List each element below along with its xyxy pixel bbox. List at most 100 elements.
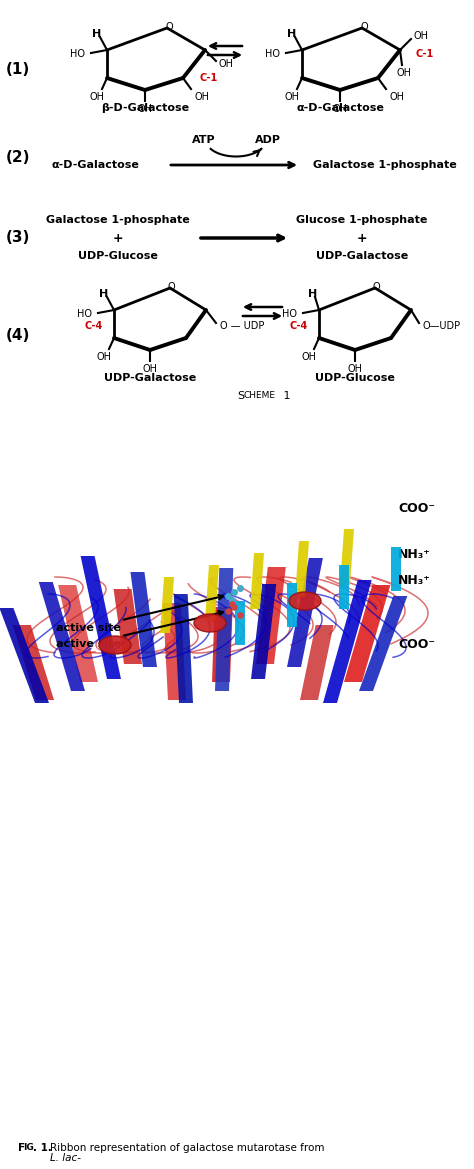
Text: COO⁻: COO⁻	[398, 502, 435, 514]
Polygon shape	[323, 580, 372, 703]
Text: OH: OH	[414, 32, 429, 41]
Polygon shape	[130, 572, 157, 667]
Text: OH: OH	[284, 92, 300, 102]
Text: HO: HO	[265, 49, 280, 58]
Text: OH: OH	[396, 68, 411, 78]
Text: H: H	[287, 29, 297, 39]
Text: O: O	[167, 282, 175, 292]
Text: OH: OH	[97, 352, 111, 362]
Text: UDP-Galactose: UDP-Galactose	[104, 373, 196, 383]
Text: C-4: C-4	[85, 321, 103, 331]
Polygon shape	[287, 558, 323, 667]
Text: α-D-Galactose: α-D-Galactose	[51, 160, 139, 170]
Polygon shape	[295, 541, 309, 597]
Text: OH: OH	[195, 92, 210, 102]
Polygon shape	[160, 577, 174, 632]
Text: C-1: C-1	[200, 72, 218, 83]
Point	[228, 595, 236, 614]
Text: . 1.: . 1.	[33, 1143, 59, 1153]
Polygon shape	[344, 584, 391, 682]
Point	[224, 602, 232, 621]
Polygon shape	[81, 556, 121, 679]
Text: Glucose 1-phosphate: Glucose 1-phosphate	[296, 215, 428, 224]
Text: OH: OH	[347, 364, 363, 374]
Polygon shape	[235, 601, 245, 645]
Text: H: H	[92, 29, 101, 39]
Text: H: H	[100, 289, 109, 299]
Point	[236, 579, 244, 597]
Polygon shape	[13, 625, 54, 700]
Polygon shape	[58, 584, 98, 682]
Text: OH: OH	[90, 92, 104, 102]
Polygon shape	[250, 553, 264, 609]
Text: C-4: C-4	[290, 321, 308, 331]
Text: OH: OH	[143, 364, 157, 374]
Text: HO: HO	[77, 309, 92, 319]
Polygon shape	[173, 594, 193, 703]
Text: ATP: ATP	[192, 134, 216, 145]
Text: O — UDP: O — UDP	[220, 321, 264, 331]
Text: C-1: C-1	[416, 49, 434, 58]
Text: OH: OH	[390, 92, 405, 102]
Text: ADP: ADP	[255, 134, 281, 145]
Text: active site: active site	[55, 611, 223, 649]
Text: UDP-Glucose: UDP-Glucose	[315, 373, 395, 383]
Text: IG: IG	[23, 1143, 34, 1153]
Point	[224, 587, 232, 606]
Ellipse shape	[194, 614, 226, 632]
Text: UDP-Glucose: UDP-Glucose	[78, 251, 158, 261]
Text: (4): (4)	[6, 327, 30, 343]
Polygon shape	[205, 565, 219, 621]
Text: HO: HO	[282, 309, 297, 319]
Text: OH: OH	[219, 58, 234, 69]
Point	[236, 606, 244, 624]
Polygon shape	[163, 603, 186, 700]
Text: Galactose 1-phosphate: Galactose 1-phosphate	[313, 160, 457, 170]
Text: 1: 1	[280, 390, 291, 401]
Polygon shape	[300, 625, 334, 700]
Text: α-D-Galactose: α-D-Galactose	[296, 103, 384, 113]
Text: active site: active site	[55, 595, 223, 632]
Polygon shape	[0, 608, 49, 703]
Point	[230, 597, 238, 616]
Ellipse shape	[99, 636, 131, 653]
Text: O: O	[165, 22, 173, 32]
Text: L. lac-: L. lac-	[50, 1153, 81, 1163]
Text: Ribbon representation of galactose mutarotase from: Ribbon representation of galactose mutar…	[50, 1143, 328, 1153]
Text: O—UDP: O—UDP	[423, 321, 461, 331]
Polygon shape	[287, 583, 297, 627]
Text: OH: OH	[301, 352, 317, 362]
Point	[230, 582, 238, 601]
Text: UDP-Galactose: UDP-Galactose	[316, 251, 408, 261]
Polygon shape	[251, 584, 276, 679]
Text: (3): (3)	[6, 230, 30, 245]
Text: OH: OH	[137, 104, 153, 115]
Text: NH₃⁺: NH₃⁺	[398, 574, 431, 587]
Ellipse shape	[289, 592, 321, 610]
Text: F: F	[18, 1143, 25, 1153]
Text: S: S	[237, 390, 244, 401]
Text: O: O	[360, 22, 368, 32]
Polygon shape	[215, 568, 233, 691]
Text: +: +	[357, 231, 367, 244]
Polygon shape	[391, 547, 401, 592]
Polygon shape	[340, 530, 354, 584]
Text: O: O	[372, 282, 380, 292]
Text: CHEME: CHEME	[244, 392, 276, 401]
Text: +: +	[113, 231, 123, 244]
Text: β-D-Galactose: β-D-Galactose	[101, 103, 189, 113]
Polygon shape	[339, 565, 349, 609]
Polygon shape	[39, 582, 85, 691]
Text: COO⁻: COO⁻	[398, 638, 435, 651]
Polygon shape	[359, 596, 407, 691]
Polygon shape	[114, 589, 142, 664]
Point	[228, 590, 236, 609]
Text: HO: HO	[70, 49, 85, 58]
Text: Galactose 1-phosphate: Galactose 1-phosphate	[46, 215, 190, 224]
Text: H: H	[309, 289, 318, 299]
Polygon shape	[256, 567, 286, 664]
Text: (2): (2)	[6, 151, 30, 166]
Polygon shape	[212, 607, 233, 682]
Text: OH: OH	[332, 104, 347, 115]
Text: NH₃⁺: NH₃⁺	[398, 548, 431, 561]
